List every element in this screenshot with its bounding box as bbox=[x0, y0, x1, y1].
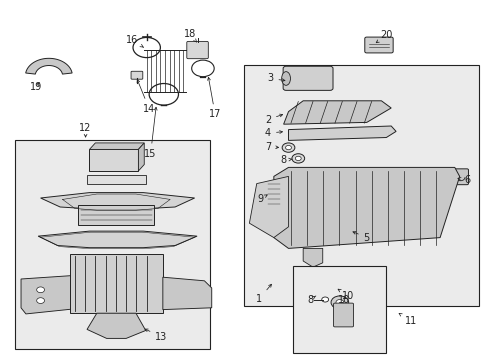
Circle shape bbox=[321, 297, 328, 302]
Ellipse shape bbox=[281, 72, 290, 85]
Circle shape bbox=[330, 296, 348, 309]
Polygon shape bbox=[249, 176, 288, 238]
Text: 19: 19 bbox=[29, 82, 42, 92]
Polygon shape bbox=[21, 275, 84, 314]
Polygon shape bbox=[89, 143, 144, 149]
Polygon shape bbox=[288, 126, 395, 140]
Text: 20: 20 bbox=[375, 30, 392, 43]
Circle shape bbox=[335, 300, 343, 305]
Bar bbox=[293, 266, 386, 353]
Text: 7: 7 bbox=[264, 142, 278, 152]
Circle shape bbox=[37, 287, 44, 293]
Text: 14: 14 bbox=[137, 80, 155, 114]
Bar bbox=[70, 254, 163, 313]
Text: 6: 6 bbox=[457, 175, 469, 185]
Polygon shape bbox=[163, 277, 211, 310]
FancyBboxPatch shape bbox=[283, 66, 332, 90]
Bar bbox=[87, 175, 145, 184]
Text: 13: 13 bbox=[145, 329, 167, 342]
Polygon shape bbox=[303, 248, 322, 267]
FancyBboxPatch shape bbox=[131, 71, 142, 79]
Text: 17: 17 bbox=[207, 77, 221, 120]
Polygon shape bbox=[38, 231, 197, 248]
Polygon shape bbox=[26, 58, 72, 74]
Text: 9: 9 bbox=[257, 194, 266, 204]
Circle shape bbox=[291, 154, 304, 163]
Polygon shape bbox=[138, 143, 144, 171]
Text: 2: 2 bbox=[264, 114, 282, 125]
FancyBboxPatch shape bbox=[452, 169, 468, 185]
Circle shape bbox=[285, 145, 291, 150]
Bar bbox=[89, 149, 138, 171]
Text: 3: 3 bbox=[267, 73, 285, 84]
Circle shape bbox=[37, 298, 44, 303]
FancyBboxPatch shape bbox=[364, 37, 392, 53]
Text: 10: 10 bbox=[337, 289, 354, 301]
Bar bbox=[244, 65, 478, 306]
FancyBboxPatch shape bbox=[333, 303, 353, 327]
Text: 4: 4 bbox=[264, 128, 282, 138]
Polygon shape bbox=[41, 193, 194, 209]
Text: 16: 16 bbox=[125, 35, 143, 47]
Polygon shape bbox=[283, 101, 390, 124]
Text: 1: 1 bbox=[256, 284, 271, 304]
Text: 8: 8 bbox=[280, 155, 292, 165]
Bar bbox=[79, 205, 154, 225]
Circle shape bbox=[295, 156, 301, 161]
Circle shape bbox=[282, 143, 294, 152]
Text: 8: 8 bbox=[306, 294, 315, 305]
Text: 15: 15 bbox=[144, 107, 157, 159]
Polygon shape bbox=[273, 167, 459, 248]
Text: 5: 5 bbox=[352, 231, 369, 243]
Text: 12: 12 bbox=[79, 123, 92, 137]
FancyBboxPatch shape bbox=[186, 41, 208, 59]
Text: 11: 11 bbox=[398, 314, 416, 326]
Text: 10: 10 bbox=[338, 294, 350, 305]
Polygon shape bbox=[87, 313, 145, 338]
Bar bbox=[15, 140, 210, 349]
Text: 18: 18 bbox=[183, 29, 196, 42]
Ellipse shape bbox=[264, 182, 283, 207]
